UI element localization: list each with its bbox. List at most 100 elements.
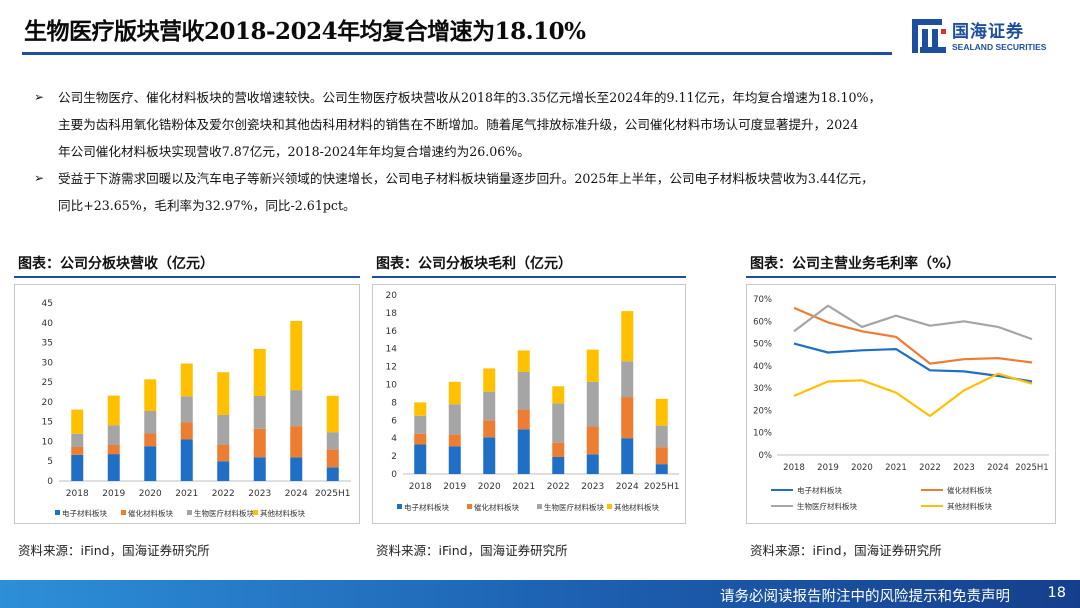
y-tick-label: 12 — [386, 363, 397, 373]
bar-segment — [290, 457, 303, 481]
bar-segment — [217, 372, 230, 415]
y-tick-label: 30% — [753, 384, 772, 394]
bar-segment — [517, 409, 530, 430]
x-tick-label: 2023 — [581, 482, 604, 492]
legend-label: 催化材料板块 — [128, 508, 173, 518]
bullet-2-line-2: 同比+23.65%，毛利率为32.97%，同比-2.61pct。 — [58, 198, 356, 213]
y-tick-label: 0% — [759, 451, 773, 461]
bar-segment — [483, 437, 496, 474]
bar-segment — [655, 447, 668, 465]
y-tick-label: 35 — [42, 339, 53, 349]
legend-label: 其他材料板块 — [947, 501, 992, 511]
bar-segment — [621, 438, 634, 474]
y-tick-label: 0 — [391, 470, 397, 480]
legend-swatch — [187, 510, 192, 515]
page-title: 生物医疗版块营收2018-2024年均复合增速为18.10% — [24, 18, 586, 45]
x-tick-label: 2021 — [512, 482, 535, 492]
legend-label: 电子材料板块 — [404, 502, 449, 512]
bar-segment — [448, 404, 461, 435]
profit-chart-frame: 0 2 4 6 8 10 12 14 16 18 20 2018 2019 2020 2021 2022 202… — [372, 284, 686, 524]
x-tick-label: 2018 — [66, 489, 89, 499]
legend-label: 其他材料板块 — [260, 508, 305, 518]
bar-segment — [483, 368, 496, 392]
revenue-chart-frame: 0 5 10 15 20 25 30 35 40 45 2018 2019 2020 2021 2022 20… — [14, 284, 360, 524]
bar-segment — [483, 420, 496, 438]
bar-segment — [326, 432, 339, 450]
legend-swatch — [607, 504, 612, 509]
bullet-2: ➢ 受益于下游需求回暖以及汽车电子等新兴领域的快速增长，公司电子材料板块销量逐步… — [34, 165, 1044, 219]
x-tick-label: 2025H1 — [644, 482, 679, 492]
bar-segment — [517, 371, 530, 410]
bar-segment — [217, 414, 230, 445]
bar-segment — [180, 396, 193, 423]
x-tick-label: 2025H1 — [315, 489, 350, 499]
legend-label: 生物医疗材料板块 — [544, 502, 604, 512]
y-tick-label: 16 — [386, 327, 398, 337]
y-tick-label: 2 — [391, 452, 397, 462]
bar-segment — [552, 386, 565, 404]
y-tick-label: 25 — [42, 378, 53, 388]
bar-segment — [180, 363, 193, 397]
bar-segment — [552, 442, 565, 457]
y-tick-label: 8 — [391, 398, 397, 408]
bar-segment — [621, 361, 634, 398]
bullet-1-line-3: 年公司催化材料板块实现营收7.87亿元，2018-2024年年均复合增速约为26… — [58, 144, 530, 159]
revenue-source: 资料来源：iFind，国海证券研究所 — [18, 543, 210, 558]
bar-segment — [655, 425, 668, 448]
bar-segment — [144, 410, 157, 434]
bar-segment — [655, 464, 668, 474]
bar-segment — [71, 446, 84, 455]
x-tick-label: 2019 — [102, 489, 125, 499]
bar-segment — [217, 444, 230, 462]
bar-segment — [483, 391, 496, 421]
y-tick-label: 10 — [386, 381, 398, 391]
x-tick-label: 2025H1 — [1015, 463, 1048, 473]
bar-segment — [552, 403, 565, 443]
panel-header: 图表：公司分板块营收（亿元） — [14, 244, 360, 278]
bar-segment — [253, 395, 266, 429]
bar-segment — [414, 415, 427, 434]
legend-swatch — [121, 510, 126, 515]
x-tick-label: 2024 — [987, 463, 1009, 473]
bar-segment — [290, 320, 303, 391]
bar-segment — [586, 426, 599, 455]
legend-swatch — [467, 504, 472, 509]
x-tick-label: 2021 — [885, 463, 907, 473]
y-tick-label: 10% — [753, 429, 772, 439]
x-tick-label: 2019 — [443, 482, 466, 492]
bar-segment — [326, 467, 339, 481]
bar-segment — [586, 381, 599, 427]
x-tick-label: 2023 — [248, 489, 271, 499]
bullet-1-line-2: 主要为齿科用氧化锆粉体及爱尔创瓷块和其他齿科用材料的销售在不断增加。随着尾气排放… — [58, 117, 859, 132]
y-tick-label: 20% — [753, 406, 772, 416]
bar-segment — [290, 390, 303, 427]
x-tick-label: 2021 — [175, 489, 198, 499]
y-tick-label: 18 — [386, 309, 398, 319]
y-tick-label: 5 — [47, 457, 53, 467]
bar-segment — [586, 349, 599, 382]
legend-swatch — [55, 510, 60, 515]
y-tick-label: 30 — [42, 358, 54, 368]
margin-chart-frame: 0% 10% 20% 30% 40% 50% 60% 70% 2018 2019 2020 2021 2… — [746, 284, 1056, 524]
y-tick-label: 45 — [42, 299, 53, 309]
legend-label: 生物医疗材料板块 — [194, 508, 254, 518]
legend-label: 催化材料板块 — [474, 502, 519, 512]
bar-segment — [414, 402, 427, 416]
y-tick-label: 60% — [753, 317, 772, 327]
legend-swatch — [397, 504, 402, 509]
x-tick-label: 2022 — [212, 489, 235, 499]
y-tick-label: 15 — [42, 418, 53, 428]
margin-line-chart: 0% 10% 20% 30% 40% 50% 60% 70% 2018 2019 2020 2021 2… — [753, 295, 1049, 511]
legend-label: 电子材料板块 — [797, 485, 842, 495]
y-tick-label: 4 — [391, 434, 397, 444]
revenue-panel: 图表：公司分板块营收（亿元） 0 5 10 15 20 25 30 35 40 45 2018 201… — [14, 244, 360, 566]
title-underline — [22, 52, 892, 55]
bar-segment — [253, 428, 266, 458]
bar-segment — [290, 426, 303, 458]
bar-segment — [71, 454, 84, 481]
x-tick-label: 2020 — [478, 482, 501, 492]
x-tick-label: 2024 — [285, 489, 308, 499]
panel-header: 图表：公司分板块毛利（亿元） — [372, 244, 686, 278]
footer-bar: 请务必阅读报告附注中的风险提示和免责声明 18 — [0, 580, 1080, 608]
x-tick-label: 2020 — [851, 463, 873, 473]
